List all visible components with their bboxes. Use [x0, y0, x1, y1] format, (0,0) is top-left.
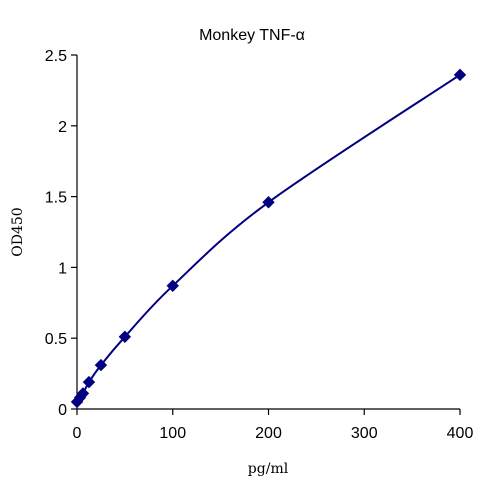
y-tick-label: 1 — [58, 260, 67, 277]
x-tick-label: 0 — [73, 425, 82, 442]
y-tick-label: 2 — [58, 119, 67, 136]
x-axis-ticks: 0 100 200 300 400 — [73, 409, 474, 442]
data-point-diamond — [76, 387, 90, 400]
axes — [76, 55, 460, 410]
x-axis-label: pg/ml — [248, 461, 289, 477]
data-point-diamond — [262, 196, 275, 209]
data-points — [70, 68, 467, 409]
x-tick-label: 100 — [159, 425, 186, 442]
y-tick-label: 0 — [58, 402, 67, 419]
y-tick-label: 2.5 — [45, 48, 67, 65]
data-point-diamond — [82, 375, 96, 389]
y-tick-label: 1.5 — [45, 190, 67, 207]
y-axis-ticks: 0 0.5 1 1.5 2 2.5 — [45, 48, 77, 419]
data-point-diamond — [166, 279, 179, 293]
data-point-diamond — [94, 358, 108, 372]
y-axis-label: OD450 — [10, 207, 26, 256]
chart-title: Monkey TNF-α — [199, 27, 305, 44]
fitted-curve — [76, 73, 461, 403]
data-point-diamond — [453, 68, 467, 82]
x-tick-label: 200 — [255, 425, 282, 442]
data-point-diamond — [118, 330, 132, 343]
x-tick-label: 300 — [351, 425, 378, 442]
x-tick-label: 400 — [447, 425, 474, 442]
y-tick-label: 0.5 — [45, 331, 67, 348]
